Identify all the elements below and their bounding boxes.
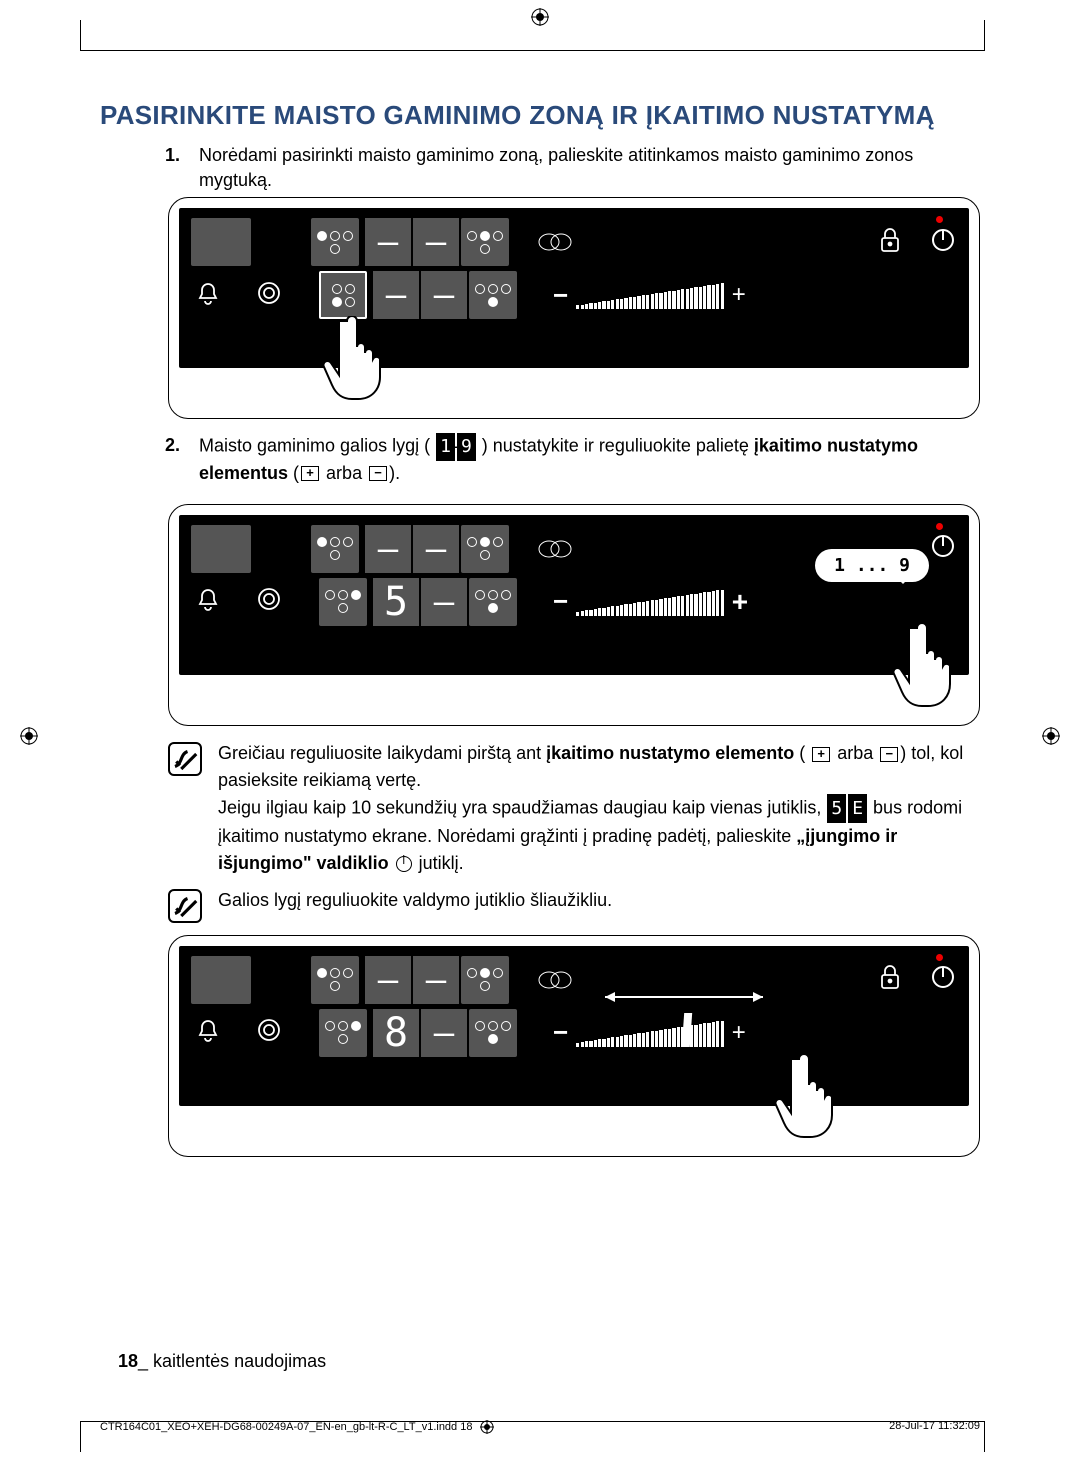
minus-box-icon: − (369, 466, 387, 481)
zone-button-bl (319, 578, 367, 626)
slide-arrow (593, 989, 773, 1010)
slider-plus: + (732, 586, 748, 618)
slider-minus: − (553, 280, 568, 311)
display-tr: – (413, 525, 459, 573)
slider-bars (576, 1019, 724, 1047)
control-panel-2: – – 1 ... 9 (179, 515, 969, 675)
link-icon (535, 537, 575, 561)
note-1-text: Greičiau reguliuosite laikydami pirštą a… (218, 740, 980, 877)
zone-button-br (469, 1009, 517, 1057)
step-2-text: Maisto gaminimo galios lygį ( 1-9 ) nust… (199, 433, 980, 485)
step-2-number: 2. (165, 433, 187, 485)
imprint: CTR164C01_XEO+XEH-DG68-00249A-07_EN-en_g… (100, 1420, 980, 1434)
zone-button-br (469, 271, 517, 319)
zone-button-br (469, 578, 517, 626)
slider-bars (576, 281, 724, 309)
blank-button (191, 956, 251, 1004)
crop-line (80, 1422, 81, 1452)
link-icon (535, 230, 575, 254)
imprint-right: 28-Jul-17 11:32:09 (889, 1420, 980, 1434)
display-bl-8: 8 (373, 1009, 419, 1057)
power-led (936, 954, 943, 961)
slider-minus: − (553, 1017, 568, 1048)
slider: − + (553, 280, 969, 311)
note-icon (168, 889, 202, 923)
finger-pointer-1 (317, 316, 387, 406)
control-panel-3: – – (179, 946, 969, 1106)
seg-5: 5 (827, 794, 846, 823)
zone-button-tr (461, 218, 509, 266)
zone-button-tr (461, 525, 509, 573)
display-tl: – (365, 218, 411, 266)
plus-box-icon: + (301, 466, 319, 481)
zone-button-bl (319, 1009, 367, 1057)
registration-mark-icon (480, 1420, 494, 1434)
display-br: – (421, 578, 467, 626)
step-1-text: Norėdami pasirinkti maisto gaminimo zoną… (199, 143, 980, 193)
zone-button-tl (311, 956, 359, 1004)
display-bl-5: 5 (373, 578, 419, 626)
target-icon (257, 587, 281, 616)
display-tr: – (413, 956, 459, 1004)
finger-pointer-3 (769, 1054, 839, 1144)
power-led (936, 523, 943, 530)
lock-icon (879, 227, 901, 258)
target-icon (257, 281, 281, 310)
step-2: 2. Maisto gaminimo galios lygį ( 1-9 ) n… (165, 433, 980, 485)
seg-E: E (848, 794, 867, 823)
slider-plus: + (732, 281, 746, 309)
seg-9: 9 (457, 433, 476, 460)
slider-plus: + (732, 1019, 746, 1047)
bell-icon (197, 587, 219, 616)
step-1-number: 1. (165, 143, 187, 193)
speech-bubble: 1 ... 9 (815, 549, 929, 582)
slider-bars (576, 588, 724, 616)
blank-button (191, 218, 251, 266)
finger-pointer-2 (887, 623, 957, 713)
display-tr: – (413, 218, 459, 266)
note-1: Greičiau reguliuosite laikydami pirštą a… (168, 740, 980, 877)
note-2: Galios lygį reguliuokite valdymo jutikli… (168, 887, 980, 923)
power-icon (931, 228, 955, 257)
power-inline-icon (396, 856, 412, 872)
target-icon (257, 1018, 281, 1047)
page-heading: PASIRINKITE MAISTO GAMINIMO ZONĄ IR ĮKAI… (100, 100, 980, 131)
page-footer: 18_ kaitlentės naudojimas (118, 1351, 326, 1372)
display-tl: – (365, 525, 411, 573)
imprint-left: CTR164C01_XEO+XEH-DG68-00249A-07_EN-en_g… (100, 1420, 494, 1434)
zone-button-bl-selected (319, 271, 367, 319)
zone-button-tr (461, 956, 509, 1004)
power-icon (931, 534, 955, 563)
link-icon (535, 968, 575, 992)
plus-box-icon: + (812, 747, 830, 762)
zone-button-tl (311, 218, 359, 266)
slider-minus: − (553, 586, 568, 617)
minus-box-icon: − (880, 747, 898, 762)
power-icon (931, 965, 955, 994)
note-2-text: Galios lygį reguliuokite valdymo jutikli… (218, 887, 980, 923)
control-panel-1: – – (179, 208, 969, 368)
crop-line (984, 1422, 985, 1452)
blank-button (191, 525, 251, 573)
step-1: 1. Norėdami pasirinkti maisto gaminimo z… (165, 143, 980, 193)
display-tl: – (365, 956, 411, 1004)
panel-1-frame: – – (168, 197, 980, 419)
display-bl: – (373, 271, 419, 319)
zone-button-tl (311, 525, 359, 573)
lock-icon (879, 964, 901, 995)
bell-icon (197, 281, 219, 310)
display-br: – (421, 271, 467, 319)
display-br: – (421, 1009, 467, 1057)
note-icon (168, 742, 202, 776)
bell-icon (197, 1018, 219, 1047)
panel-3-frame: – – (168, 935, 980, 1157)
panel-2-frame: – – 1 ... 9 (168, 504, 980, 726)
slider: − + (553, 1017, 969, 1048)
